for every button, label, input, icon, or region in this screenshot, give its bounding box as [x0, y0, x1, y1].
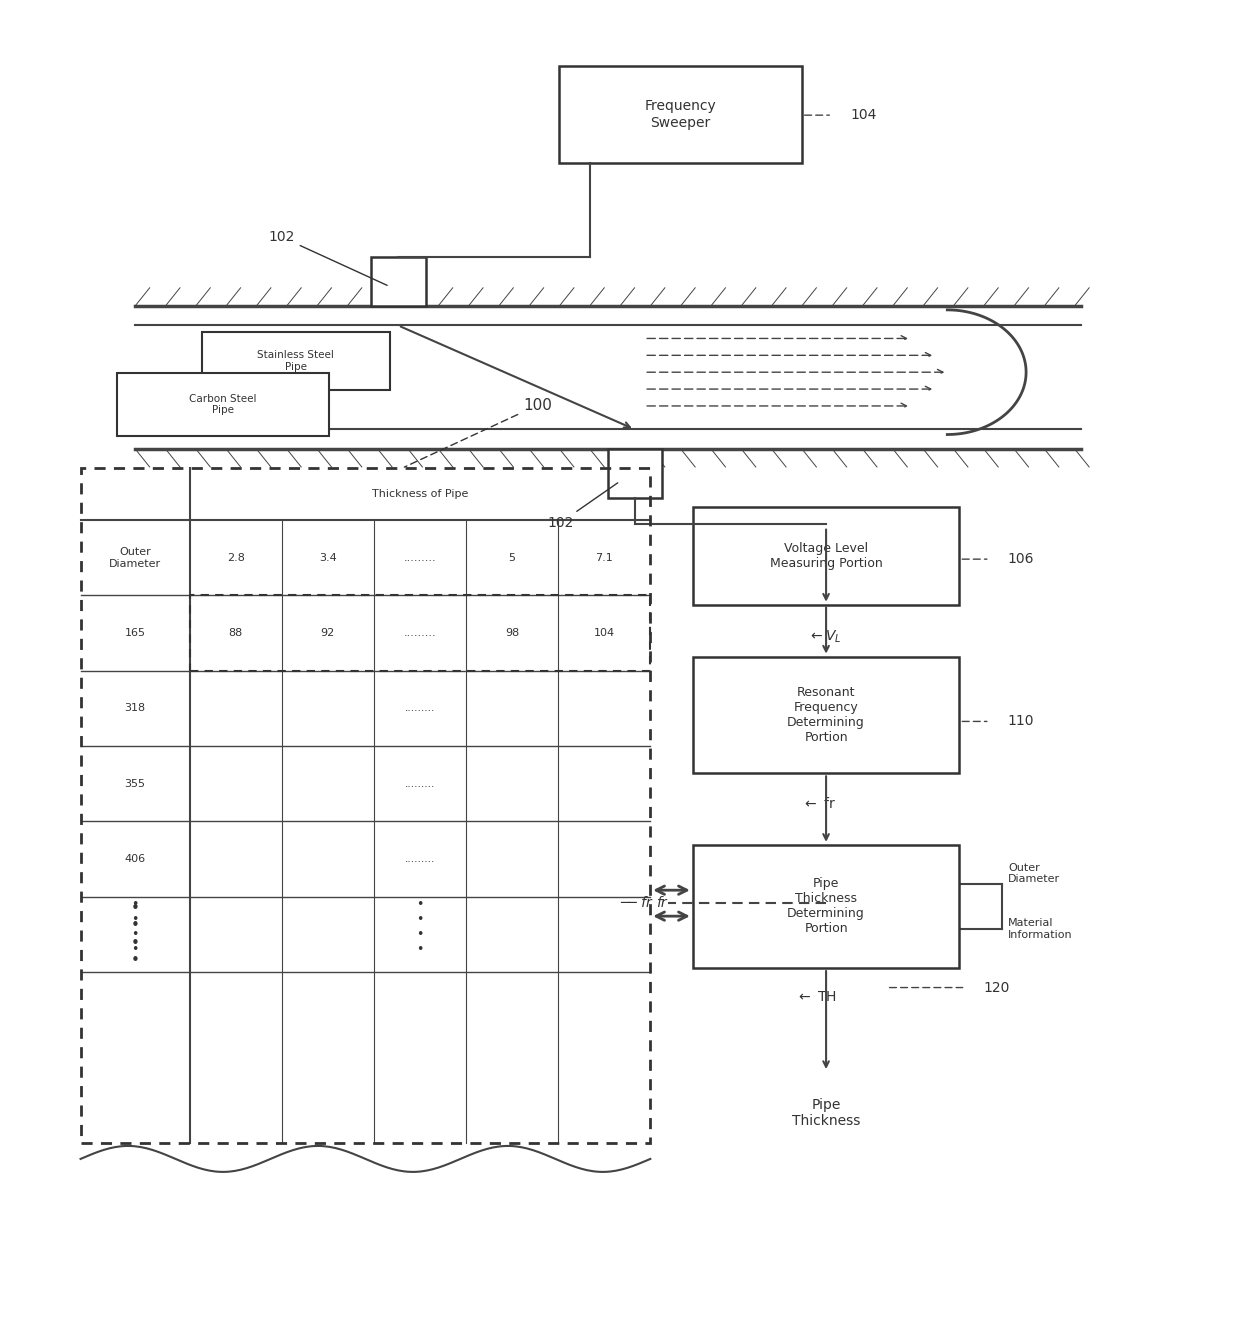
Text: 120: 120	[983, 980, 1011, 994]
Text: 355: 355	[124, 778, 145, 789]
Text: Pipe
Thickness
Determining
Portion: Pipe Thickness Determining Portion	[787, 878, 866, 935]
Text: Carbon Steel
Pipe: Carbon Steel Pipe	[190, 394, 257, 415]
Text: 110: 110	[1008, 715, 1034, 728]
Bar	[372, 257, 427, 306]
Text: 3.4: 3.4	[319, 553, 337, 562]
Text: .........: .........	[404, 703, 435, 713]
Text: 318: 318	[124, 703, 145, 713]
Text: 106: 106	[1008, 552, 1034, 566]
Bar	[81, 468, 650, 1143]
Text: 7.1: 7.1	[595, 553, 613, 562]
Text: 2.8: 2.8	[227, 553, 244, 562]
Text: 102: 102	[547, 483, 618, 529]
Text: Pipe
Thickness: Pipe Thickness	[792, 1098, 861, 1128]
Text: •
•
•
•: • • • •	[417, 898, 424, 956]
Text: 5: 5	[508, 553, 516, 562]
Bar	[693, 656, 960, 773]
Text: 92: 92	[321, 629, 335, 638]
Text: 406: 406	[124, 854, 145, 865]
Text: $\leftarrow V_L$: $\leftarrow V_L$	[808, 629, 841, 646]
Text: 165: 165	[124, 629, 145, 638]
Bar	[559, 66, 802, 163]
Text: ── fr: ── fr	[620, 896, 652, 910]
Text: Material
Information: Material Information	[1008, 919, 1073, 940]
Bar	[693, 845, 960, 968]
Text: Stainless Steel
Pipe: Stainless Steel Pipe	[257, 350, 334, 373]
Text: Thickness of Pipe: Thickness of Pipe	[372, 489, 469, 499]
Bar	[117, 374, 329, 436]
Text: 100: 100	[404, 398, 552, 467]
Text: 104: 104	[851, 109, 877, 122]
Text: 104: 104	[594, 629, 615, 638]
Text: $\leftarrow$ TH: $\leftarrow$ TH	[796, 989, 837, 1004]
Text: $\leftarrow$ fr: $\leftarrow$ fr	[802, 796, 836, 810]
Text: .........: .........	[404, 854, 435, 865]
Bar	[608, 448, 662, 499]
Bar	[693, 508, 960, 605]
Text: 98: 98	[505, 629, 520, 638]
Text: Frequency
Sweeper: Frequency Sweeper	[645, 99, 717, 130]
Text: .........: .........	[404, 629, 436, 638]
Bar	[190, 595, 650, 671]
Text: •
•
•
•: • • • •	[130, 900, 140, 968]
Text: Outer
Diameter: Outer Diameter	[109, 548, 161, 569]
Bar	[202, 332, 389, 390]
Text: •
•
•
•: • • • •	[131, 898, 139, 956]
Text: fr: fr	[656, 896, 667, 910]
Text: Voltage Level
Measuring Portion: Voltage Level Measuring Portion	[770, 542, 883, 570]
Text: 88: 88	[228, 629, 243, 638]
Text: .........: .........	[404, 778, 435, 789]
Text: .........: .........	[404, 553, 436, 562]
Text: 102: 102	[268, 231, 387, 285]
Text: Resonant
Frequency
Determining
Portion: Resonant Frequency Determining Portion	[787, 686, 866, 744]
Text: Outer
Diameter: Outer Diameter	[1008, 862, 1060, 884]
